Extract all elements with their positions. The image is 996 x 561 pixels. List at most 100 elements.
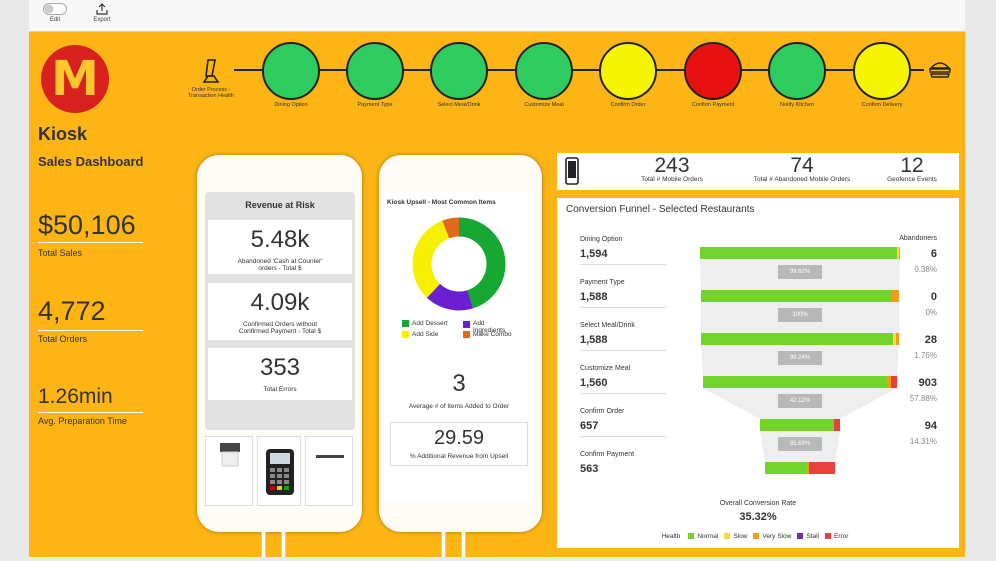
abandoners-value: 6 — [930, 248, 937, 260]
unpaid-orders-value: 4.09k — [250, 289, 310, 316]
funnel-bar-segment — [896, 333, 899, 345]
divider — [580, 350, 667, 351]
legend-item: Error — [824, 533, 849, 540]
divider — [580, 264, 667, 265]
page-subtitle: Sales Dashboard — [38, 154, 144, 169]
pipeline-node-label: Customize Meal — [524, 102, 564, 108]
mobile-orders-stat: 243 Total # Mobile Orders — [612, 155, 732, 183]
export-button[interactable]: Export — [82, 3, 122, 23]
pipeline-node-label: Confirm Order — [610, 102, 646, 108]
funnel-bar-segment — [887, 376, 892, 388]
legend-swatch — [824, 533, 831, 540]
funnel-bar-segment — [892, 290, 899, 302]
funnel-bar-segment — [701, 290, 893, 302]
printer-icon — [220, 443, 240, 467]
upsell-donut-chart — [412, 217, 506, 311]
cable — [261, 532, 266, 557]
funnel-bar[interactable] — [703, 376, 897, 388]
pipeline-node[interactable] — [684, 42, 742, 100]
toolbar: Edit Export — [29, 0, 965, 32]
legend-swatch — [462, 330, 470, 338]
avg-items-value: 3 — [452, 370, 466, 397]
mcdonalds-logo: M — [41, 45, 109, 113]
funnel-bar-segment — [899, 247, 900, 259]
abandoned-mobile-label: Total # Abandoned Mobile Orders — [753, 176, 851, 183]
pipeline-node-label: Payment Type — [357, 102, 393, 108]
legend-label: Slow — [733, 533, 748, 540]
legend-swatch — [462, 321, 470, 328]
unpaid-orders-card: 4.09k Confirmed Orders without Confirmed… — [208, 283, 352, 340]
funnel-step-value: 1,588 — [580, 291, 608, 303]
abandoned-cash-card: 5.48k Abandoned 'Cash at Counter' orders… — [208, 220, 352, 274]
legend-item: Add Ingredients — [462, 320, 522, 335]
legend-swatch — [724, 533, 731, 540]
cable — [461, 532, 466, 557]
funnel-bar-segment — [765, 462, 807, 474]
funnel-bar-segment — [893, 333, 897, 345]
funnel-bar-segment — [700, 247, 897, 259]
mobile-orders-bar: 243 Total # Mobile Orders 74 Total # Aba… — [557, 153, 959, 190]
card-slot — [305, 436, 353, 506]
pipeline-node[interactable] — [346, 42, 404, 100]
pipeline-node[interactable] — [768, 42, 826, 100]
legend-item: Very Slow — [753, 533, 791, 540]
abandoned-cash-label: Abandoned 'Cash at Counter' orders - Tot… — [237, 258, 323, 273]
funnel-step-value: 563 — [580, 463, 599, 475]
abandoned-mobile-value: 74 — [790, 154, 814, 177]
abandoned-mobile-stat: 74 Total # Abandoned Mobile Orders — [732, 155, 872, 183]
revenue-at-risk-title: Revenue at Risk — [245, 200, 315, 210]
funnel-step-name: Select Meal/Drink — [580, 322, 635, 329]
funnel-step-value: 1,560 — [580, 377, 608, 389]
legend-item: Make Combo — [462, 330, 522, 338]
funnel-bar-segment — [703, 376, 888, 388]
total-sales-label: Total Sales — [38, 248, 83, 258]
edit-button[interactable]: Edit — [35, 3, 75, 23]
export-icon — [96, 3, 108, 15]
pipeline-start-label: Order Process - Transaction Health — [188, 87, 234, 100]
divider — [38, 412, 143, 413]
card-terminal-icon — [266, 449, 294, 495]
geofence-label: Geofence Events — [887, 176, 937, 183]
funnel-bar[interactable] — [765, 462, 835, 474]
avg-prep-time-value: 1.26min — [38, 385, 113, 408]
funnel-bar-segment — [809, 462, 835, 474]
abandoners-header: Abandoners — [899, 235, 937, 242]
total-orders-value: 4,772 — [38, 296, 106, 326]
funnel-step-value: 1,594 — [580, 248, 608, 260]
funnel-bar-segment — [891, 376, 897, 388]
abandoned-cash-value: 5.48k — [250, 226, 310, 253]
pipeline-node[interactable] — [262, 42, 320, 100]
pipeline-node[interactable] — [599, 42, 657, 100]
abandoners-pct: 1.76% — [914, 351, 937, 360]
conversion-rate-badge: 99.62% — [778, 265, 822, 279]
pipeline-node[interactable] — [430, 42, 488, 100]
pipeline-node[interactable] — [853, 42, 911, 100]
donut-slice[interactable] — [412, 217, 506, 311]
funnel-bar[interactable] — [701, 333, 899, 345]
funnel-bar[interactable] — [700, 247, 900, 259]
geofence-stat: 12 Geofence Events — [872, 155, 952, 183]
export-label: Export — [93, 17, 111, 23]
total-errors-value: 353 — [259, 354, 301, 381]
legend-item: Add Side — [402, 330, 463, 338]
funnel-step-name: Payment Type — [580, 279, 625, 286]
donut-slice[interactable] — [412, 217, 506, 311]
divider — [580, 393, 667, 394]
health-legend: Health Normal Slow Very Slow Stall Error — [557, 533, 959, 540]
pipeline-node[interactable] — [515, 42, 573, 100]
funnel-bar[interactable] — [701, 290, 899, 302]
divider — [580, 307, 667, 308]
abandoners-pct: 14.31% — [909, 437, 937, 446]
legend-item: Stall — [797, 533, 819, 540]
order-process-pipeline: Order Process - Transaction Health Dinin… — [29, 32, 965, 122]
legend-label: Error — [833, 533, 849, 540]
donut-slice[interactable] — [412, 217, 506, 311]
kiosk-icon — [202, 59, 220, 83]
total-errors-card: 353 Total Errors — [208, 348, 352, 400]
cable — [281, 532, 286, 557]
pipeline-node-label: Confirm Delivery — [861, 102, 903, 108]
edit-label: Edit — [49, 17, 61, 23]
receipt-printer — [205, 436, 253, 506]
legend-item: Normal — [688, 533, 718, 540]
funnel-bar[interactable] — [760, 419, 840, 431]
